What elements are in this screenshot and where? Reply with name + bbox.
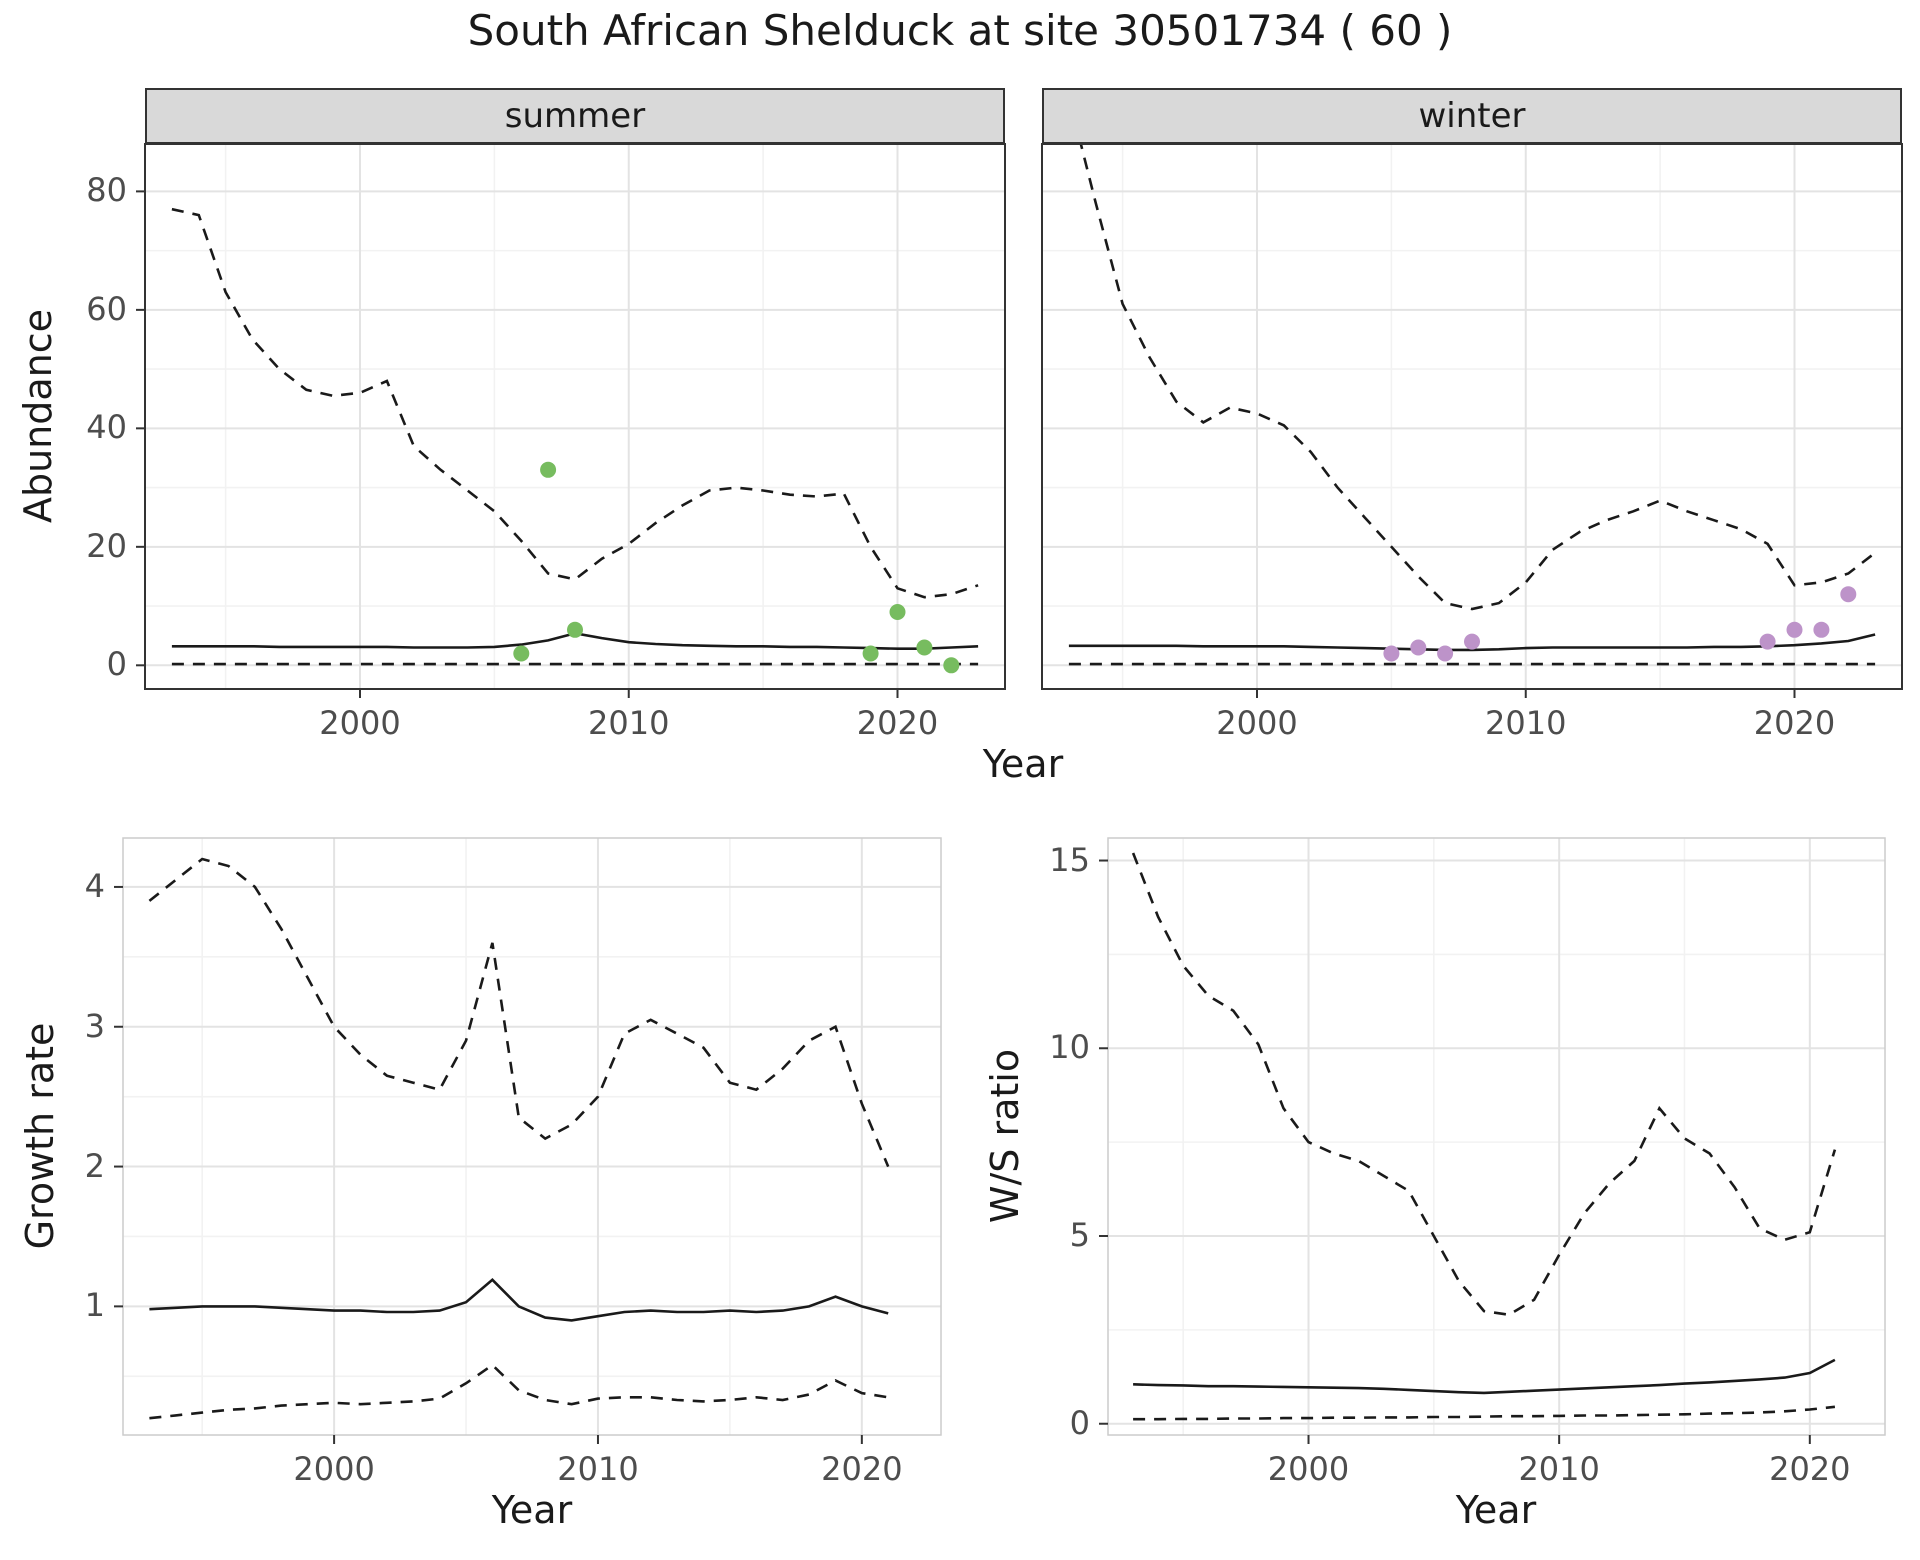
y-tick-label: 2 — [84, 1146, 105, 1185]
x-tick-label: 2020 — [1769, 1450, 1851, 1488]
x-tick-label: 2020 — [1753, 704, 1836, 742]
y-tick-label: 80 — [86, 171, 127, 210]
y-tick-label: 60 — [86, 289, 127, 328]
observed-point — [1813, 621, 1830, 638]
panel-border — [1107, 837, 1886, 1436]
x-tick-label: 2010 — [1485, 704, 1567, 742]
observed-point — [1786, 621, 1803, 638]
median-line — [1068, 633, 1876, 652]
y-tick-label: 20 — [86, 526, 127, 565]
observed-point — [1383, 645, 1400, 662]
observed-point — [1437, 645, 1454, 662]
facet-strip-winter: winter — [1042, 88, 1902, 144]
upper-ci-line — [171, 207, 979, 599]
lower-ci-line — [149, 1363, 889, 1420]
growth-x-axis-title: Year — [491, 1488, 573, 1532]
panel-growth-rate — [114, 837, 942, 1444]
y-tick-label: 4 — [84, 866, 105, 905]
panel-ws-ratio — [1099, 837, 1886, 1444]
x-tick-label: 2020 — [856, 704, 939, 742]
y-tick-label: 3 — [84, 1006, 105, 1045]
observed-point — [567, 621, 583, 638]
panel-abundance-summer — [136, 143, 1006, 698]
observed-point — [943, 657, 960, 674]
observed-point — [1464, 633, 1480, 650]
median-line — [1133, 1358, 1836, 1395]
observed-point — [1840, 586, 1857, 603]
upper-ci-line — [1131, 852, 1837, 1317]
abundance-y-axis-title: Abundance — [16, 308, 60, 524]
panel-background — [1108, 838, 1885, 1435]
y-tick-label: 1 — [84, 1286, 105, 1325]
x-tick-label: 2010 — [1518, 1450, 1600, 1488]
observed-point — [916, 639, 933, 656]
x-tick-label: 2010 — [588, 704, 670, 742]
observed-point — [513, 645, 530, 662]
x-tick-label: 2000 — [1216, 704, 1298, 742]
top-x-axis-title: Year — [982, 742, 1064, 786]
panel-background — [145, 144, 1005, 689]
panel-background — [1042, 144, 1902, 689]
panel-abundance-winter — [1041, 143, 1903, 698]
y-tick-label: 0 — [1069, 1403, 1090, 1442]
observed-point — [1759, 633, 1776, 650]
observed-point — [1410, 639, 1427, 656]
chart-title: South African Shelduck at site 30501734 … — [467, 6, 1453, 55]
x-tick-label: 2000 — [293, 1450, 375, 1488]
upper-ci-line — [1079, 144, 1876, 611]
y-tick-label: 5 — [1069, 1216, 1090, 1254]
ws-y-axis-title: W/S ratio — [983, 1048, 1027, 1224]
y-tick-label: 10 — [1049, 1028, 1090, 1067]
x-tick-label: 2010 — [557, 1450, 639, 1488]
ws-x-axis-title: Year — [1455, 1488, 1537, 1532]
x-tick-label: 2020 — [821, 1450, 903, 1488]
lower-ci-line — [1133, 1405, 1836, 1421]
y-tick-label: 15 — [1049, 840, 1090, 879]
facet-strip-summer: summer — [145, 88, 1005, 144]
x-tick-label: 2000 — [319, 704, 401, 742]
median-line — [149, 1278, 889, 1322]
panel-background — [123, 838, 941, 1435]
y-tick-label: 0 — [106, 645, 127, 684]
panel-border — [122, 837, 942, 1436]
panel-border — [1041, 143, 1903, 690]
observed-point — [862, 645, 879, 662]
panel-border — [144, 143, 1006, 690]
growth-y-axis-title: Growth rate — [18, 1022, 62, 1250]
x-tick-label: 2000 — [1267, 1450, 1350, 1488]
observed-point — [889, 604, 906, 620]
y-tick-label: 40 — [86, 408, 127, 447]
observed-point — [540, 461, 557, 478]
